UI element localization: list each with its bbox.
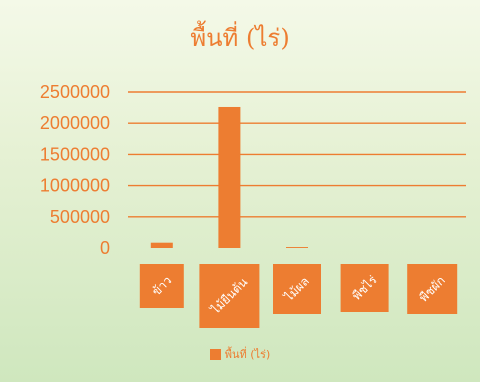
bar	[150, 242, 173, 248]
category-label-box	[139, 264, 184, 308]
category-label-box	[273, 264, 321, 314]
y-tick-label: 2000000	[40, 113, 110, 133]
legend: พื้นที่ (ไร่)	[0, 345, 480, 363]
y-tick-label: 500000	[50, 207, 110, 227]
y-tick-label: 1500000	[40, 144, 110, 164]
chart-title: พื้นที่ (ไร่)	[190, 24, 290, 52]
category-label-box	[340, 264, 389, 312]
y-tick-label: 2500000	[40, 82, 110, 102]
bar	[218, 106, 241, 248]
legend-swatch	[209, 348, 221, 360]
y-tick-label: 1000000	[40, 176, 110, 196]
bar	[286, 247, 308, 248]
y-tick-label: 0	[100, 238, 110, 258]
category-label-box	[407, 264, 458, 314]
category-label-box	[199, 264, 260, 328]
legend-label: พื้นที่ (ไร่)	[224, 348, 271, 361]
